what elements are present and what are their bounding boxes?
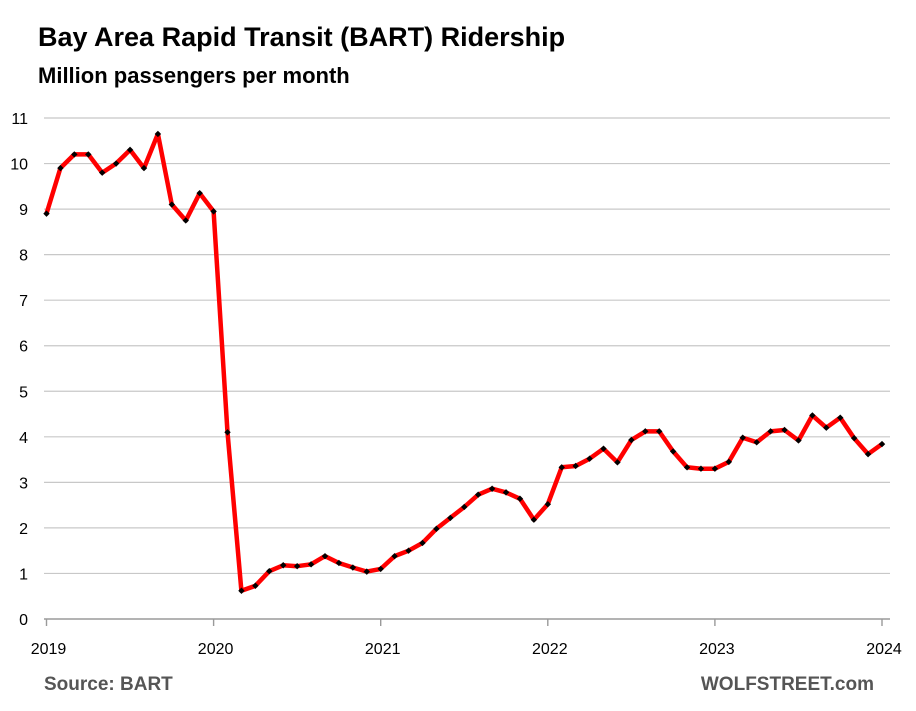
data-point bbox=[753, 439, 760, 446]
data-point bbox=[377, 565, 384, 573]
data-point bbox=[850, 434, 858, 442]
data-point bbox=[795, 437, 802, 444]
data-point bbox=[711, 465, 719, 472]
data-point bbox=[488, 485, 496, 492]
data-point bbox=[140, 164, 148, 172]
data-point bbox=[558, 464, 565, 471]
data-point bbox=[224, 429, 231, 436]
x-tick-label: 2024 bbox=[866, 641, 902, 658]
brand-logo-text: WOLFSTREET.com bbox=[700, 674, 874, 695]
data-point bbox=[837, 414, 844, 421]
data-point bbox=[572, 462, 579, 470]
data-point bbox=[71, 151, 78, 158]
y-tick-label: 5 bbox=[19, 384, 28, 401]
data-point bbox=[266, 567, 273, 575]
data-point bbox=[405, 547, 412, 554]
data-point bbox=[474, 491, 482, 498]
data-point bbox=[391, 552, 398, 560]
data-point bbox=[614, 459, 621, 466]
y-tick-label: 11 bbox=[11, 111, 28, 128]
x-axis-tick-labels: 2019 2020 2021 2022 2023 2024 bbox=[31, 641, 902, 658]
data-point bbox=[530, 516, 538, 523]
data-point bbox=[238, 587, 245, 594]
data-point bbox=[628, 436, 635, 444]
x-tick-label: 2020 bbox=[198, 641, 234, 658]
data-point bbox=[154, 130, 162, 138]
x-axis bbox=[44, 618, 890, 626]
data-point bbox=[461, 503, 468, 511]
data-point bbox=[697, 465, 705, 472]
data-point bbox=[447, 514, 454, 522]
data-point bbox=[57, 164, 64, 172]
data-point bbox=[433, 525, 440, 533]
x-tick-label: 2021 bbox=[365, 641, 401, 658]
x-tick-label: 2023 bbox=[699, 641, 735, 658]
y-tick-label: 4 bbox=[19, 430, 28, 447]
y-tick-label: 7 bbox=[19, 293, 28, 310]
data-point bbox=[781, 426, 788, 434]
data-point bbox=[321, 552, 329, 560]
data-point bbox=[335, 559, 343, 567]
data-point bbox=[502, 489, 510, 496]
y-tick-label: 0 bbox=[19, 612, 28, 629]
data-point bbox=[182, 217, 189, 224]
data-point bbox=[656, 428, 663, 435]
data-point bbox=[864, 450, 872, 458]
data-point bbox=[126, 146, 134, 154]
y-tick-label: 2 bbox=[19, 521, 28, 538]
data-point bbox=[586, 455, 593, 462]
y-tick-label: 6 bbox=[19, 339, 28, 356]
data-point-markers bbox=[43, 130, 886, 594]
data-point bbox=[809, 412, 816, 419]
x-tick-label: 2022 bbox=[532, 641, 568, 658]
data-point bbox=[112, 160, 120, 167]
data-point bbox=[85, 151, 92, 158]
data-point bbox=[349, 564, 357, 571]
data-point bbox=[99, 169, 106, 176]
data-point bbox=[168, 201, 176, 208]
data-point bbox=[823, 424, 830, 431]
y-tick-label: 10 bbox=[10, 157, 28, 174]
data-point bbox=[725, 458, 733, 466]
data-point bbox=[878, 440, 886, 448]
data-point bbox=[196, 189, 203, 197]
y-tick-label: 3 bbox=[19, 475, 28, 492]
data-point bbox=[210, 208, 217, 215]
data-point bbox=[683, 464, 691, 471]
data-point bbox=[739, 434, 746, 441]
y-tick-label: 9 bbox=[19, 202, 28, 219]
y-tick-label: 8 bbox=[19, 248, 28, 265]
data-point bbox=[544, 501, 551, 508]
data-point bbox=[280, 562, 287, 569]
data-point bbox=[293, 562, 301, 570]
y-tick-label: 1 bbox=[19, 566, 28, 583]
x-tick-label: 2019 bbox=[31, 641, 67, 658]
chart-title: Bay Area Rapid Transit (BART) Ridership bbox=[38, 22, 566, 52]
data-point bbox=[669, 448, 677, 455]
data-point bbox=[363, 568, 370, 575]
data-point bbox=[43, 210, 50, 217]
source-note: Source: BART bbox=[44, 674, 173, 695]
data-point bbox=[419, 539, 426, 547]
data-point bbox=[307, 561, 315, 568]
gridlines bbox=[44, 117, 890, 575]
chart-subtitle: Million passengers per month bbox=[38, 63, 350, 88]
data-point bbox=[642, 428, 649, 435]
data-point bbox=[516, 495, 524, 502]
y-axis-tick-labels: 0 1 2 3 4 5 6 7 8 9 10 11 bbox=[10, 111, 28, 629]
data-point bbox=[252, 582, 259, 589]
data-point bbox=[600, 445, 607, 452]
data-point bbox=[767, 428, 774, 435]
